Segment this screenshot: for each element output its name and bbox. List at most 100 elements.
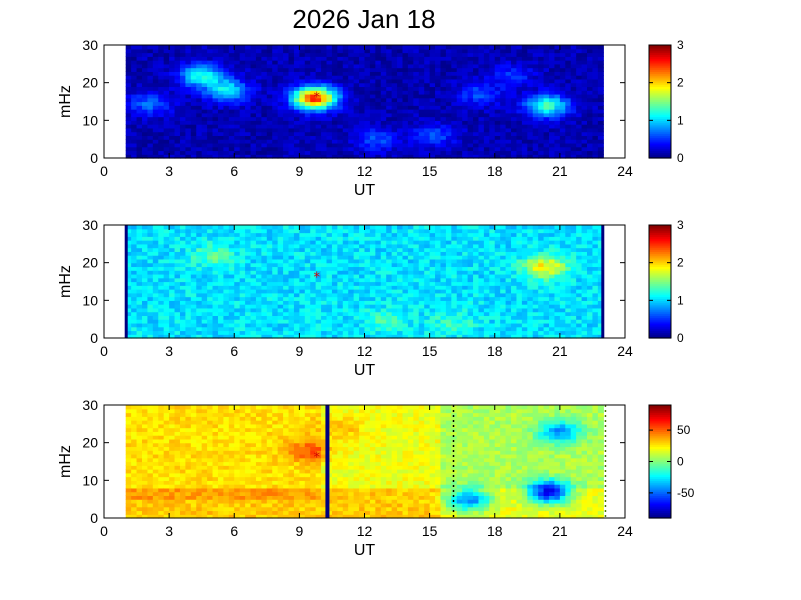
heatmap-cell [217, 142, 224, 148]
heatmap-cell [266, 281, 273, 286]
heatmap-cell [315, 139, 322, 144]
heatmap-cell [217, 322, 224, 328]
heatmap-cell [326, 258, 333, 264]
heatmap-cell [581, 52, 588, 57]
heatmap-cell [185, 258, 192, 264]
heatmap-cell [223, 240, 230, 245]
heatmap-cell [418, 75, 425, 80]
heatmap-cell [304, 71, 311, 76]
heatmap-cell [331, 307, 338, 313]
heatmap-cell [494, 146, 501, 152]
heatmap-cell [337, 258, 344, 264]
heatmap-cell [407, 63, 414, 69]
heatmap-cell [293, 109, 300, 114]
heatmap-cell [131, 101, 138, 106]
heatmap-cell [228, 124, 235, 129]
heatmap-cell [342, 150, 349, 155]
heatmap-cell [375, 142, 382, 148]
heatmap-cell [451, 236, 458, 241]
heatmap-cell [288, 86, 295, 91]
heatmap-cell [483, 232, 490, 237]
heatmap-cell [196, 67, 203, 72]
heatmap-cell [131, 52, 138, 57]
heatmap-cell [418, 315, 425, 320]
heatmap-cell [169, 52, 176, 57]
heatmap-cell [315, 78, 322, 84]
heatmap-cell [435, 273, 442, 279]
heatmap-cell [483, 300, 490, 305]
heatmap-cell [293, 236, 300, 241]
heatmap-cell [451, 255, 458, 260]
heatmap-cell [532, 139, 539, 144]
heatmap-cell [418, 139, 425, 144]
heatmap-cell [505, 225, 512, 230]
heatmap-cell [348, 258, 355, 264]
heatmap-cell [277, 277, 284, 283]
heatmap-cell [348, 63, 355, 69]
heatmap-cell [407, 281, 414, 286]
heatmap-cell [261, 326, 268, 332]
heatmap-cell [201, 334, 208, 339]
heatmap-cell [201, 146, 208, 152]
heatmap-cell [174, 255, 181, 260]
heatmap-cell [435, 71, 442, 76]
heatmap-cell [505, 273, 512, 279]
heatmap-cell [293, 266, 300, 271]
heatmap-cell [380, 142, 387, 148]
heatmap-cell [250, 75, 257, 80]
heatmap-cell [277, 225, 284, 230]
heatmap-cell [158, 266, 165, 271]
heatmap-cell [483, 48, 490, 54]
heatmap-cell [391, 296, 398, 301]
heatmap-cell [169, 67, 176, 72]
heatmap-cell [402, 273, 409, 279]
heatmap-cell [348, 270, 355, 275]
heatmap-cell [500, 228, 507, 234]
heatmap-cell [169, 120, 176, 125]
heatmap-cell [359, 67, 366, 72]
heatmap-cell [538, 139, 545, 144]
heatmap-cell [288, 277, 295, 283]
heatmap-cell [413, 236, 420, 241]
heatmap-cell [500, 232, 507, 237]
heatmap-cell [424, 52, 431, 57]
heatmap-cell [473, 75, 480, 80]
heatmap-cell [266, 228, 273, 234]
heatmap-cell [326, 326, 333, 332]
heatmap-cell [413, 97, 420, 103]
heatmap-cell [217, 273, 224, 279]
heatmap-cell [451, 63, 458, 69]
heatmap-cell [277, 296, 284, 301]
heatmap-cell [131, 300, 138, 305]
heatmap-cell [272, 273, 279, 279]
heatmap-cell [234, 319, 241, 324]
heatmap-cell [413, 71, 420, 76]
heatmap-cell [141, 289, 149, 294]
heatmap-cell [261, 247, 268, 252]
heatmap-cell [261, 243, 268, 249]
heatmap-cell [136, 296, 143, 301]
heatmap-cell [326, 86, 333, 91]
heatmap-cell [158, 251, 165, 256]
heatmap-cell [310, 146, 317, 152]
heatmap-cell [321, 232, 328, 237]
heatmap-cell [283, 240, 290, 245]
heatmap-cell [364, 52, 371, 57]
heatmap-cell [402, 101, 409, 106]
heatmap-cell [559, 45, 566, 50]
heatmap-cell [342, 101, 349, 106]
heatmap-cell [217, 315, 224, 320]
heatmap-cell [158, 71, 165, 76]
heatmap-cell [277, 127, 284, 133]
heatmap-cell [521, 67, 528, 72]
heatmap-cell [494, 270, 501, 275]
heatmap-cell [310, 251, 317, 256]
heatmap-cell [185, 255, 192, 260]
heatmap-cell [212, 311, 219, 316]
heatmap-cell [174, 311, 181, 316]
colorbar-step [649, 95, 671, 99]
heatmap-cell [299, 150, 306, 155]
heatmap-cell [424, 319, 431, 324]
heatmap-cell [239, 90, 246, 95]
heatmap-cell [445, 101, 452, 106]
